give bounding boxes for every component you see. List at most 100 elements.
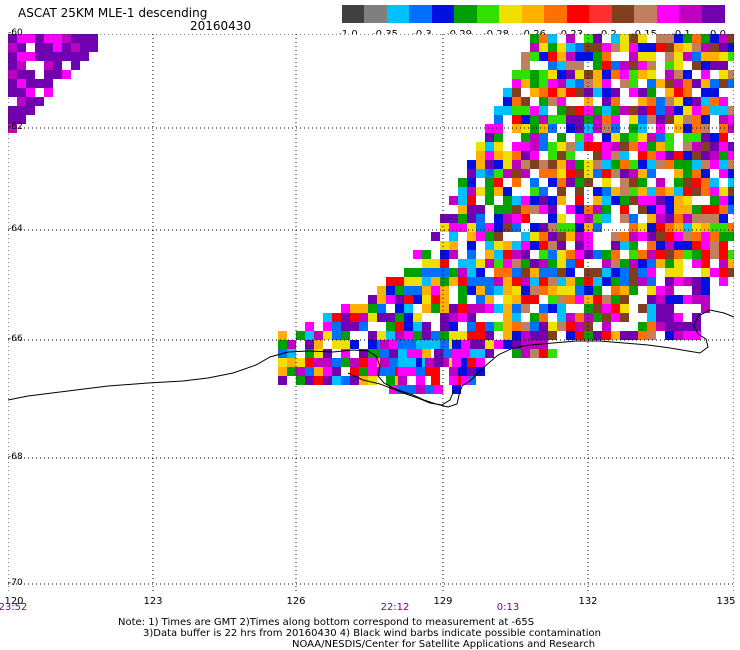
wind-cell [638, 61, 647, 70]
wind-cell [416, 367, 425, 376]
wind-cell [467, 232, 476, 241]
wind-cell [629, 34, 638, 43]
wind-cell [539, 322, 548, 331]
wind-cell [80, 43, 89, 52]
wind-cell [341, 313, 350, 322]
wind-cell [719, 160, 728, 169]
wind-cell [332, 331, 341, 340]
wind-cell [449, 223, 458, 232]
wind-cell [629, 295, 638, 304]
wind-cell [386, 313, 395, 322]
wind-cell [443, 349, 452, 358]
wind-cell [512, 205, 521, 214]
wind-cell [332, 358, 341, 367]
wind-cell [521, 160, 530, 169]
wind-cell [611, 160, 620, 169]
wind-cell [530, 88, 539, 97]
wind-cell [701, 97, 710, 106]
wind-cell [440, 340, 449, 349]
wind-cell [494, 151, 503, 160]
wind-cell [89, 34, 98, 43]
wind-cell [449, 241, 458, 250]
wind-cell [593, 223, 602, 232]
wind-cell [728, 88, 734, 97]
wind-cell [485, 169, 494, 178]
wind-cell [467, 367, 476, 376]
wind-cell [332, 376, 341, 385]
wind-cell [719, 70, 728, 79]
wind-cell [692, 286, 701, 295]
wind-cell [278, 340, 287, 349]
wind-cell [683, 223, 692, 232]
wind-cell [548, 322, 557, 331]
wind-cell [44, 79, 53, 88]
wind-cell [17, 106, 26, 115]
wind-cell [665, 268, 674, 277]
wind-cell [485, 295, 494, 304]
wind-cell [440, 223, 449, 232]
wind-cell [44, 61, 53, 70]
wind-cell [638, 313, 647, 322]
wind-cell [728, 70, 734, 79]
wind-cell [602, 178, 611, 187]
wind-cell [602, 331, 611, 340]
wind-cell [350, 349, 359, 358]
wind-cell [26, 52, 35, 61]
wind-cell [719, 187, 728, 196]
wind-cell [440, 259, 449, 268]
wind-cell [539, 241, 548, 250]
wind-cell [17, 115, 26, 124]
wind-cell [665, 133, 674, 142]
wind-cell [368, 358, 377, 367]
wind-cell [530, 223, 539, 232]
wind-cell [593, 286, 602, 295]
wind-cell [566, 115, 575, 124]
wind-cell [389, 358, 398, 367]
wind-cell [629, 61, 638, 70]
wind-cell [332, 349, 341, 358]
wind-cell [458, 178, 467, 187]
wind-cell [584, 133, 593, 142]
wind-cell [80, 34, 89, 43]
wind-cell [17, 43, 26, 52]
wind-cell [701, 133, 710, 142]
wind-cell [503, 286, 512, 295]
wind-cell [620, 178, 629, 187]
wind-cell [548, 34, 557, 43]
wind-cell [476, 214, 485, 223]
wind-cell [620, 115, 629, 124]
wind-cell [8, 79, 17, 88]
wind-cell [359, 322, 368, 331]
wind-cell [314, 376, 323, 385]
wind-cell [341, 331, 350, 340]
wind-cell [602, 214, 611, 223]
wind-cell [665, 322, 674, 331]
wind-cell [719, 223, 728, 232]
wind-cell [665, 277, 674, 286]
wind-cell [629, 106, 638, 115]
wind-cell [431, 340, 440, 349]
wind-cell [530, 124, 539, 133]
wind-cell [548, 178, 557, 187]
wind-cell [512, 133, 521, 142]
wind-cell [656, 295, 665, 304]
wind-cell [305, 331, 314, 340]
wind-cell [548, 241, 557, 250]
wind-cell [548, 133, 557, 142]
wind-cell [467, 295, 476, 304]
wind-cell [380, 349, 389, 358]
wind-cell [602, 97, 611, 106]
wind-cell [602, 124, 611, 133]
wind-cell [35, 79, 44, 88]
wind-cell [278, 331, 287, 340]
wind-cell [548, 196, 557, 205]
wind-cell [539, 52, 548, 61]
wind-cell [557, 142, 566, 151]
wind-cell [701, 169, 710, 178]
wind-cell [287, 376, 296, 385]
wind-cell [314, 349, 323, 358]
wind-cell [728, 250, 734, 259]
wind-cell [368, 304, 377, 313]
wind-cell [386, 322, 395, 331]
wind-cell [539, 115, 548, 124]
